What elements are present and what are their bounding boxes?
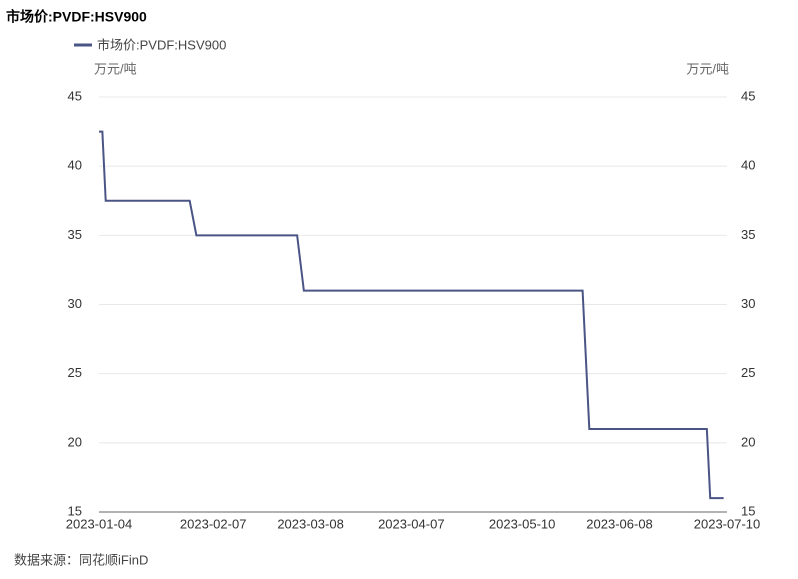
- y2-tick-label: 20: [741, 434, 755, 449]
- y2-axis-unit: 万元/吨: [686, 61, 729, 76]
- y-tick-label: 35: [68, 227, 82, 242]
- y-tick-label: 20: [68, 434, 82, 449]
- y2-tick-label: 30: [741, 296, 755, 311]
- x-tick-label: 2023-07-10: [694, 516, 761, 531]
- data-line: [99, 130, 724, 500]
- y-tick-label: 25: [68, 365, 82, 380]
- y2-tick-label: 45: [741, 88, 755, 103]
- y2-tick-label: 35: [741, 227, 755, 242]
- x-tick-label: 2023-02-07: [180, 516, 247, 531]
- y-axis-unit: 万元/吨: [94, 61, 137, 76]
- y-tick-label: 40: [68, 158, 82, 173]
- x-tick-label: 2023-05-10: [489, 516, 556, 531]
- y2-tick-label: 15: [741, 503, 755, 518]
- y2-tick-label: 40: [741, 158, 755, 173]
- y2-tick-label: 25: [741, 365, 755, 380]
- y-tick-label: 15: [68, 503, 82, 518]
- x-tick-label: 2023-04-07: [378, 516, 445, 531]
- x-tick-label: 2023-06-08: [586, 516, 653, 531]
- x-tick-label: 2023-01-04: [66, 516, 133, 531]
- y-tick-label: 30: [68, 296, 82, 311]
- x-tick-label: 2023-03-08: [277, 516, 344, 531]
- chart-title: 市场价:PVDF:HSV900: [6, 9, 147, 25]
- y-tick-label: 45: [68, 88, 82, 103]
- source-note: 数据来源：同花顺iFinD: [14, 552, 148, 567]
- legend-label[interactable]: 市场价:PVDF:HSV900: [97, 37, 226, 52]
